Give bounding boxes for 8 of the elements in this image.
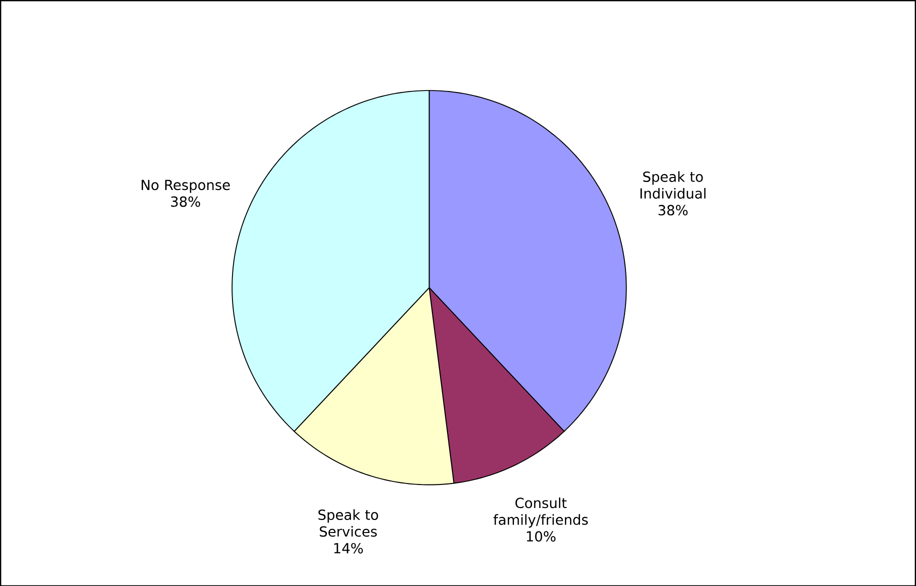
data-label: 38%	[171, 196, 200, 207]
slice-label: No Response	[142, 180, 230, 193]
data-label: 14%	[334, 542, 363, 554]
data-label: 38%	[658, 204, 688, 216]
slice-label: Consult family/friends	[493, 497, 588, 528]
slice-label: Speak to Individual	[640, 171, 706, 198]
data-label: 10%	[526, 530, 556, 542]
slice-label: Speak to Services	[318, 509, 378, 536]
